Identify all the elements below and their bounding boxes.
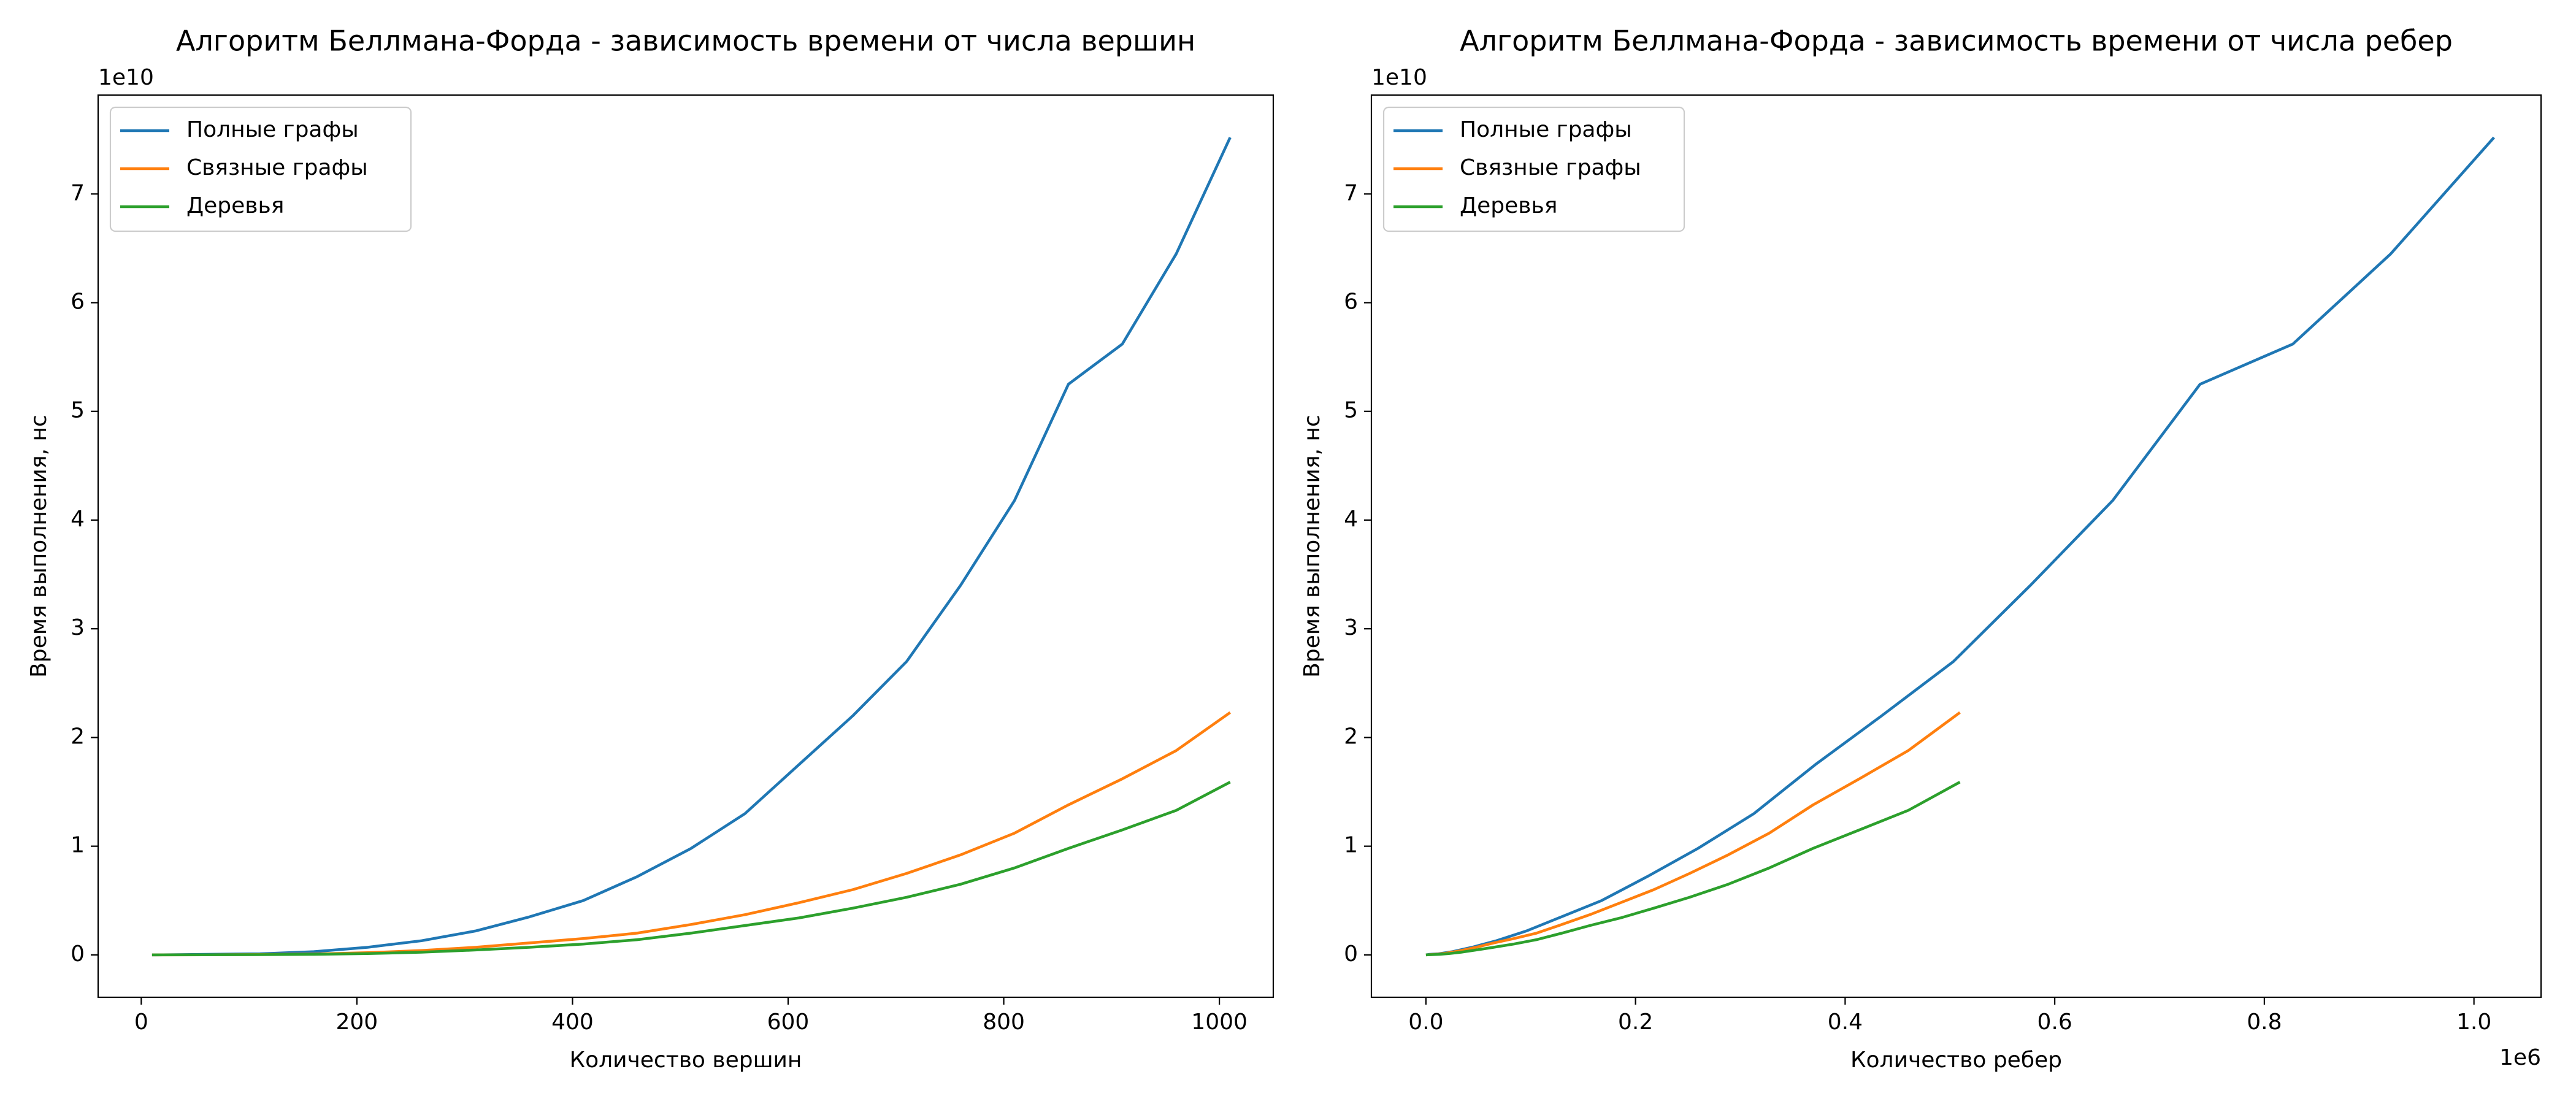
axes: Алгоритм Беллмана-Форда - зависимость вр…	[1300, 25, 2542, 1073]
y-tick-label: 5	[1344, 398, 1358, 423]
y-tick-label: 3	[71, 615, 85, 640]
data-line	[1425, 781, 1961, 957]
data-line	[151, 137, 1232, 957]
y-tick-label: 2	[1344, 724, 1358, 749]
y-tick-label: 3	[1344, 615, 1358, 640]
legend-box	[109, 106, 412, 232]
chart-title: Алгоритм Беллмана-Форда - зависимость вр…	[1460, 25, 2453, 58]
legend-label: Деревья	[186, 193, 284, 218]
x-axis-label: Количество ребер	[1850, 1048, 2062, 1073]
y-tick-label: 7	[71, 180, 85, 205]
data-line	[1425, 711, 1961, 957]
y-tick-label: 7	[1344, 180, 1358, 205]
x-tick-label: 0.2	[1618, 1010, 1653, 1035]
data-line	[1425, 136, 2495, 957]
legend-label: Деревья	[1460, 193, 1557, 218]
x-tick-label: 400	[551, 1010, 594, 1035]
data-line	[151, 781, 1231, 957]
legend-box	[1382, 106, 1685, 232]
axes: Алгоритм Беллмана-Форда - зависимость вр…	[26, 25, 1275, 1073]
legend-label: Полные графы	[1460, 117, 1632, 142]
y-tick-label: 0	[1344, 941, 1358, 967]
x-tick-label: 0.4	[1828, 1010, 1863, 1035]
legend-label: Полные графы	[186, 117, 359, 142]
x-axis-label: Количество вершин	[570, 1048, 802, 1073]
x-tick-label: 0.8	[2247, 1010, 2282, 1035]
x-tick-label: 1.0	[2456, 1010, 2491, 1035]
x-tick-label: 800	[983, 1010, 1025, 1035]
y-tick-label: 5	[71, 398, 85, 423]
chart-title: Алгоритм Беллмана-Форда - зависимость вр…	[176, 25, 1195, 58]
x-tick-label: 200	[336, 1010, 378, 1035]
legend-label: Связные графы	[1460, 155, 1641, 180]
x-tick-label: 0.6	[2037, 1010, 2072, 1035]
x-tick-label: 0	[134, 1010, 148, 1035]
y-tick-label: 4	[71, 507, 85, 532]
y-tick-label: 1	[1344, 833, 1358, 858]
x-tick-label: 600	[767, 1010, 810, 1035]
x-offset-text: 1e6	[2499, 1045, 2541, 1070]
axes-frame	[97, 94, 1275, 999]
legend-label: Связные графы	[186, 155, 368, 180]
y-axis-label: Время выполнения, нс	[1300, 415, 1325, 678]
x-tick-label: 0.0	[1408, 1010, 1443, 1035]
y-offset-text: 1e10	[98, 65, 154, 90]
y-tick-label: 4	[1344, 507, 1358, 532]
x-tick-label: 1000	[1191, 1010, 1248, 1035]
y-tick-label: 0	[71, 941, 85, 967]
axes-frame	[1370, 94, 2542, 999]
y-tick-label: 1	[71, 833, 85, 858]
y-tick-label: 2	[71, 724, 85, 749]
y-tick-label: 6	[71, 289, 85, 315]
y-axis-label: Время выполнения, нс	[26, 415, 52, 678]
data-line	[151, 711, 1231, 957]
y-tick-label: 6	[1344, 289, 1358, 315]
y-offset-text: 1e10	[1371, 65, 1427, 90]
